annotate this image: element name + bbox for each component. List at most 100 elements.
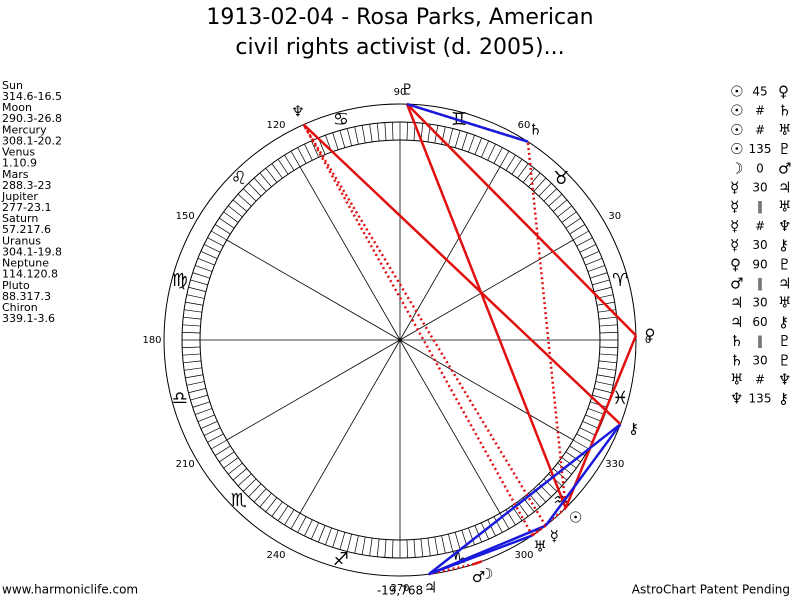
ring-tick: [232, 199, 248, 212]
planet-name: Moon: [2, 101, 32, 114]
spoke: [399, 339, 501, 514]
planet-glyph: ♆: [291, 102, 304, 120]
ring-tick: [253, 488, 267, 503]
aspect-planet: ♅: [730, 371, 743, 389]
aspect-line: [406, 102, 529, 143]
ring-tick: [361, 125, 366, 144]
ring-tick: [582, 251, 600, 259]
planet-lat: -3.6: [34, 312, 55, 325]
ring-tick: [219, 451, 235, 463]
ring-tick: [599, 324, 618, 327]
aspect-planet: ♅: [778, 121, 791, 139]
ring-tick: [318, 525, 326, 543]
spoke: [226, 239, 401, 341]
planet-coords: 1.10.9: [2, 157, 37, 170]
aspect-planet: ♀: [730, 255, 741, 273]
ring-tick: [579, 244, 597, 253]
zodiac-sign: ♐: [333, 549, 349, 570]
ring-tick: [190, 394, 208, 401]
planet-lat: -19.8: [34, 245, 62, 258]
ring-tick: [182, 346, 201, 348]
ring-tick: [474, 525, 482, 543]
planet-name: Mars: [2, 168, 29, 181]
ring-tick: [346, 128, 352, 147]
ring-tick: [182, 353, 201, 356]
ring-tick: [413, 539, 416, 558]
ring-tick: [200, 421, 218, 429]
ring-tick: [248, 182, 262, 197]
aspect-planet: ♂: [778, 159, 791, 177]
ring-tick: [538, 182, 552, 197]
ring-tick: [590, 272, 608, 279]
planet-lat: 20.8: [34, 268, 59, 281]
ring-tick: [392, 539, 394, 558]
aspect-planet: ♇: [778, 332, 791, 350]
ring-tick: [219, 217, 235, 229]
aspect-planet: ⚷: [778, 390, 789, 408]
aspect-type: ‖: [757, 334, 763, 348]
ring-tick: [441, 535, 446, 554]
ring-tick: [265, 167, 278, 183]
ring-tick: [392, 122, 394, 141]
planet-glyph: ☿: [550, 527, 559, 545]
planet-name: Sun: [2, 79, 23, 92]
ring-tick: [182, 324, 201, 327]
ring-tick: [448, 128, 454, 147]
ring-tick: [183, 360, 202, 364]
ring-tick: [223, 211, 239, 223]
ring-tick: [195, 265, 213, 272]
ring-tick: [599, 346, 618, 348]
aspect-line: [564, 334, 638, 509]
planet-coords: 57.217.6: [2, 223, 51, 236]
planet-lat: -16.5: [34, 90, 62, 103]
ring-tick: [434, 536, 439, 555]
aspect-line: [473, 560, 483, 566]
zodiac-sign: ♌: [231, 168, 247, 189]
planet-lon: 114.1: [2, 268, 34, 281]
aspect-type: 0: [756, 161, 764, 175]
zodiac-sign: ♓: [612, 388, 628, 409]
ring-tick: [384, 539, 387, 558]
planet-glyph: ♂: [472, 568, 485, 586]
aspect-type: #: [755, 219, 765, 233]
aspect-type: ‖: [757, 277, 763, 291]
planet-lat: 17.3: [27, 290, 52, 303]
ring-tick: [346, 533, 352, 552]
aspect-planet: ☉: [730, 121, 743, 139]
ring-tick: [505, 154, 516, 171]
aspect-line: [302, 123, 622, 426]
ring-tick: [188, 286, 207, 292]
aspect-planet: ♃: [778, 179, 791, 197]
ring-tick: [195, 408, 213, 415]
zodiac-sign: ♎: [172, 388, 188, 409]
aspect-planet: ♃: [730, 313, 743, 331]
aspect-planet: ♆: [730, 390, 743, 408]
planet-lon: 288.3: [2, 179, 34, 192]
ring-tick: [598, 367, 616, 371]
ring-tick: [552, 468, 568, 481]
ring-tick: [481, 140, 489, 158]
ring-tick: [297, 516, 307, 533]
ring-tick: [265, 497, 278, 513]
planet-lon: 308.1: [2, 134, 34, 147]
ring-tick: [361, 536, 366, 555]
ring-tick: [474, 137, 482, 155]
ring-tick: [185, 301, 204, 306]
ring-tick: [284, 154, 295, 171]
ring-tick: [493, 147, 503, 164]
ring-tick: [197, 414, 215, 422]
ring-tick: [576, 433, 593, 443]
ring-tick: [598, 309, 616, 313]
spoke: [399, 166, 501, 341]
planet-coords: 290.3-26.8: [2, 112, 62, 125]
ring-tick: [598, 360, 617, 364]
ring-tick: [420, 538, 424, 557]
zodiac-sign: ♋: [333, 109, 349, 130]
aspect-type: 135: [749, 142, 772, 156]
ring-tick: [354, 126, 359, 145]
ring-tick: [190, 279, 208, 286]
planet-glyph: ⚷: [628, 420, 639, 438]
zodiac-sign: ♉: [553, 168, 569, 189]
planet-glyph: ☽: [480, 565, 493, 583]
aspect-planet: ☉: [730, 83, 743, 101]
